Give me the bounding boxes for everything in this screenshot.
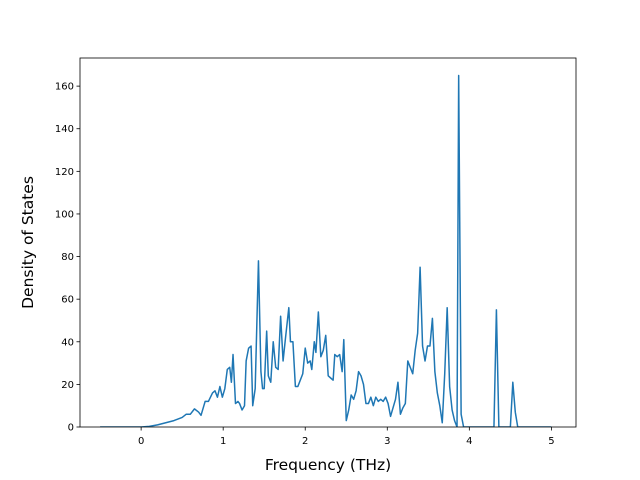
y-tick-label: 20 [61, 380, 74, 391]
x-tick-label: 0 [138, 436, 144, 447]
y-tick-label: 40 [61, 337, 74, 348]
x-tick-label: 4 [466, 436, 472, 447]
x-tick-label: 5 [548, 436, 554, 447]
y-tick-label: 160 [55, 82, 74, 93]
y-tick-label: 60 [61, 295, 74, 306]
y-tick-label: 140 [55, 124, 74, 135]
y-axis-label: Density of States [19, 176, 37, 309]
line-series [100, 74, 552, 427]
plot-frame [79, 57, 577, 428]
x-tick-label: 3 [384, 436, 390, 447]
x-axis-label: Frequency (THz) [265, 456, 391, 474]
x-tick-label: 1 [220, 436, 226, 447]
x-tick-label: 2 [302, 436, 308, 447]
y-tick-label: 80 [61, 252, 74, 263]
y-tick-label: 100 [55, 209, 74, 220]
y-tick-label: 120 [55, 167, 74, 178]
y-tick-label: 0 [68, 423, 74, 434]
